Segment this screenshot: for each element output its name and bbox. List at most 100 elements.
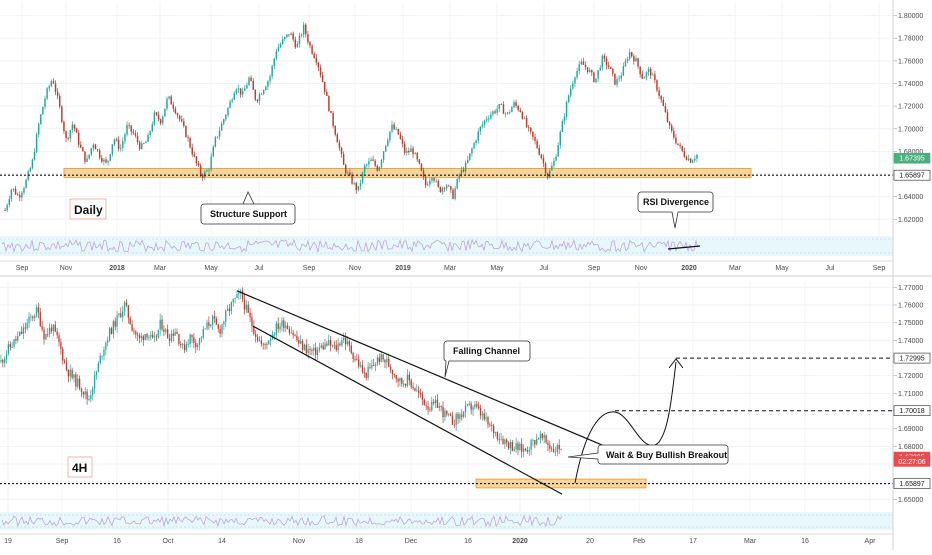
daily-candle-body: [56, 91, 59, 96]
four-hour-candle-body: [442, 406, 444, 418]
daily-candle-body: [155, 112, 158, 115]
four-hour-candle-body: [369, 366, 371, 368]
four-hour-price-tag: [893, 352, 931, 364]
four-hour-candle-body: [110, 328, 113, 334]
daily-candle-body: [683, 151, 686, 157]
daily-candle-body: [334, 126, 336, 135]
daily-candle-body: [397, 128, 400, 135]
four-hour-candle-body: [507, 442, 510, 449]
four-hour-candle-body: [315, 347, 317, 356]
four-hour-candle-body: [333, 345, 336, 347]
four-hour-candle-body: [54, 324, 56, 332]
four-hour-candle-body: [298, 339, 300, 344]
daily-candle-body: [504, 113, 507, 115]
daily-candle-body: [540, 154, 543, 159]
daily-candle-body: [496, 108, 498, 113]
four-hour-candle-body: [316, 349, 319, 356]
daily-candle-body: [687, 158, 690, 160]
daily-candle-body: [429, 180, 431, 185]
daily-candle-body: [431, 178, 433, 181]
four-hour-candle-body: [365, 372, 367, 379]
four-hour-time-tick-label: Mar: [744, 538, 757, 545]
daily-candle-body: [578, 64, 580, 71]
four-hour-price-axis[interactable]: 1.770001.760001.750001.740001.730001.720…: [893, 285, 931, 504]
four-hour-price-tick-label: 1.77000: [898, 285, 923, 292]
daily-candle-body: [565, 101, 568, 117]
daily-candle-body: [313, 53, 315, 58]
four-hour-candle-body: [20, 331, 23, 334]
daily-candle-body: [525, 117, 528, 127]
daily-candle-body: [481, 124, 484, 127]
four-hour-candle-body: [395, 374, 397, 379]
daily-candle-body: [656, 80, 658, 91]
four-hour-candle-body: [408, 374, 410, 381]
channel-upper-line: [236, 290, 623, 454]
rsi-divergence-text: RSI Divergence: [643, 197, 709, 207]
four-hour-candle-body: [183, 344, 186, 351]
four-hour-time-tick-label: 14: [218, 538, 226, 545]
daily-candle-body: [225, 114, 227, 120]
daily-candle-body: [492, 111, 494, 115]
daily-candle-body: [420, 163, 423, 171]
four-hour-candle-body: [307, 349, 309, 354]
four-hour-candle-body: [108, 328, 111, 341]
four-hour-candle-body: [288, 329, 291, 334]
daily-candle-body: [412, 148, 414, 155]
daily-price-axis[interactable]: 1.80000 1.78000 1.76000 1.74000 1.72000 1.700…: [893, 13, 931, 224]
daily-candle-body: [424, 176, 427, 186]
four-hour-candle-body: [431, 401, 433, 411]
four-hour-candle-body: [62, 348, 64, 361]
four-hour-candle-body: [122, 311, 124, 318]
daily-candle-body: [607, 65, 610, 67]
four-hour-candle-body: [168, 338, 171, 341]
daily-time-axis[interactable]: Sep Nov 2018 Mar May Jul Sep Nov 2019 Mar May Jul Se…: [0, 260, 893, 272]
daily-candle-body: [92, 144, 95, 149]
four-hour-candle-body: [496, 431, 499, 439]
daily-candle-body: [551, 165, 553, 171]
daily-candle-body: [433, 178, 435, 181]
four-hour-candle-body: [560, 449, 562, 451]
four-hour-candle-body: [320, 345, 322, 348]
four-hour-candle-body: [135, 331, 137, 335]
daily-pane[interactable]: Daily Structure Support RSI Divergence 1…: [0, 2, 931, 272]
rsi-divergence-callout: [637, 191, 714, 229]
four-hour-candle-body: [84, 391, 86, 395]
daily-candle-body: [37, 123, 40, 135]
daily-candle-body: [69, 130, 71, 139]
four-hour-candle-body: [13, 339, 15, 347]
four-hour-candle-body: [386, 358, 388, 363]
four-hour-time-axis[interactable]: 19 Sep 16 Oct 14 Nov 18 Dec 16 2020 20 Feb 17 Mar 16 Ap…: [0, 533, 893, 545]
daily-candle-body: [633, 56, 635, 62]
target-lines: [615, 357, 893, 412]
daily-timeframe-label: Daily: [74, 203, 103, 217]
four-hour-candle-body: [77, 378, 79, 387]
four-hour-candle-body: [373, 364, 375, 366]
four-hour-time-tick-label: Oct: [163, 538, 174, 545]
daily-candle-body: [252, 80, 254, 90]
daily-candle-body: [290, 33, 292, 36]
four-hour-price-tag-label: 1.65897: [899, 481, 924, 488]
four-hour-candle-body: [528, 449, 530, 452]
daily-candle-body: [595, 78, 597, 82]
daily-candle-body: [498, 103, 500, 109]
four-hour-time-tick-label: Nov: [293, 538, 306, 545]
four-hour-candle-body: [138, 335, 141, 339]
daily-candle-body: [311, 45, 313, 54]
daily-candle-body: [635, 58, 637, 62]
four-hour-candle-body: [275, 323, 277, 335]
four-hour-candle-body: [545, 435, 547, 443]
four-hour-candle-body: [127, 305, 129, 318]
daily-candle-body: [319, 67, 322, 76]
four-hour-pane[interactable]: 4H Falling Channel Wait & Buy Bullish Br…: [0, 282, 931, 545]
four-hour-candle-body: [511, 442, 514, 451]
daily-candle-body: [296, 43, 299, 48]
projected-path: [574, 361, 677, 484]
four-hour-time-tick-label: 16: [113, 538, 121, 545]
four-hour-candle-body: [433, 401, 435, 404]
four-hour-candle-body: [148, 336, 150, 338]
daily-candle-body: [248, 77, 250, 85]
daily-candle-body: [580, 61, 583, 65]
four-hour-candle-body: [339, 343, 341, 346]
four-hour-candle-body: [277, 323, 279, 330]
four-hour-candle-body: [391, 369, 394, 374]
